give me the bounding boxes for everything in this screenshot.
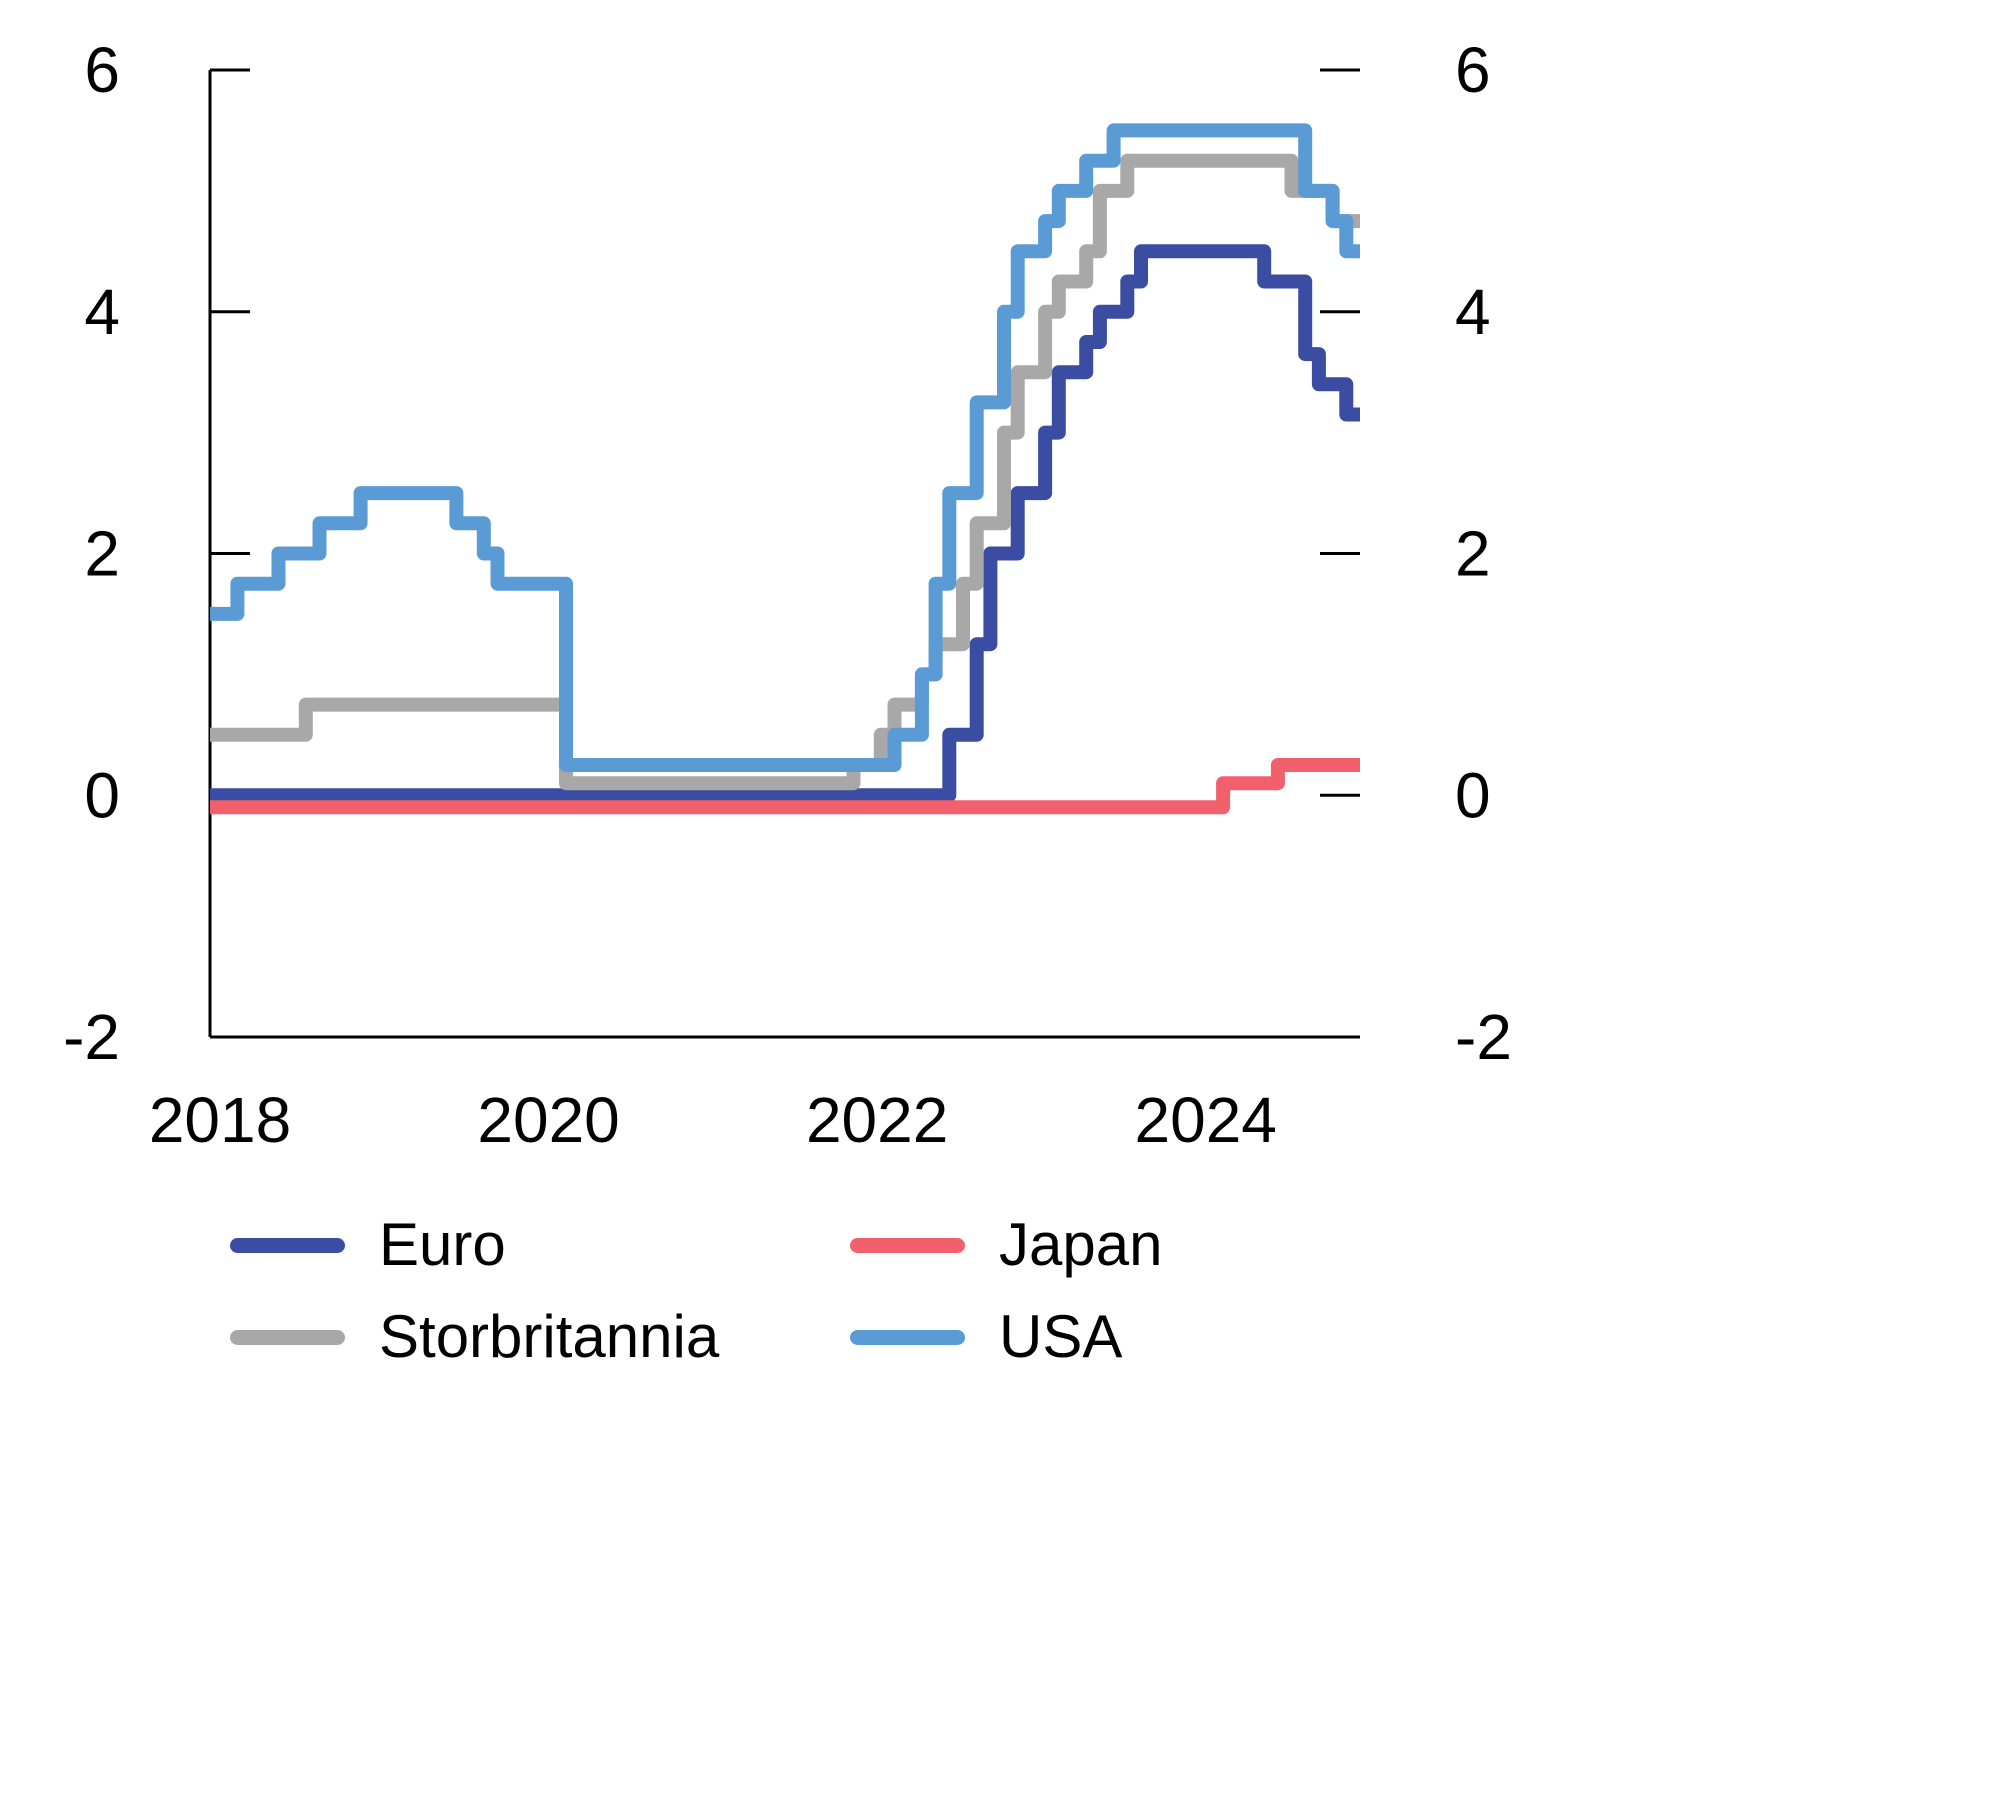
x-tick-label: 2024	[1135, 1084, 1277, 1156]
legend-label-euro: Euro	[379, 1211, 506, 1278]
legend-item-usa: USA	[850, 1304, 1162, 1370]
y-tick-label-left: -2	[63, 1001, 120, 1073]
x-tick-label: 2018	[149, 1084, 291, 1156]
chart-legend: Euro Japan Storbritannia USA	[230, 1212, 1162, 1370]
line-chart-canvas: -2 -2 0 0 2 2 4 4 6 6 2018 2020 2022 2024	[63, 34, 1512, 1156]
legend-swatch-japan	[850, 1237, 965, 1253]
series-line-japan	[210, 758, 1360, 815]
y-tick-label-left: 0	[84, 759, 120, 831]
legend-swatch-euro	[230, 1237, 345, 1253]
legend-item-japan: Japan	[850, 1212, 1162, 1278]
y-tick-label-left: 2	[84, 518, 120, 590]
y-tick-label-right: 4	[1455, 276, 1491, 348]
y-tick-label-right: 6	[1455, 34, 1491, 106]
y-tick-label-right: 2	[1455, 518, 1491, 590]
x-tick-label: 2020	[477, 1084, 619, 1156]
series-line-usa	[210, 123, 1360, 772]
legend-label-japan: Japan	[999, 1211, 1163, 1278]
y-tick-label-left: 6	[84, 34, 120, 106]
series-line-euro	[210, 244, 1360, 803]
legend-label-storbritannia: Storbritannia	[379, 1303, 720, 1370]
y-tick-label-left: 4	[84, 276, 120, 348]
y-tick-label-right: -2	[1455, 1001, 1512, 1073]
legend-item-storbritannia: Storbritannia	[230, 1304, 850, 1370]
x-tick-label: 2022	[806, 1084, 948, 1156]
legend-swatch-storbritannia	[230, 1329, 345, 1345]
legend-label-usa: USA	[999, 1303, 1123, 1370]
legend-swatch-usa	[850, 1329, 965, 1345]
legend-item-euro: Euro	[230, 1212, 850, 1278]
y-tick-label-right: 0	[1455, 759, 1491, 831]
